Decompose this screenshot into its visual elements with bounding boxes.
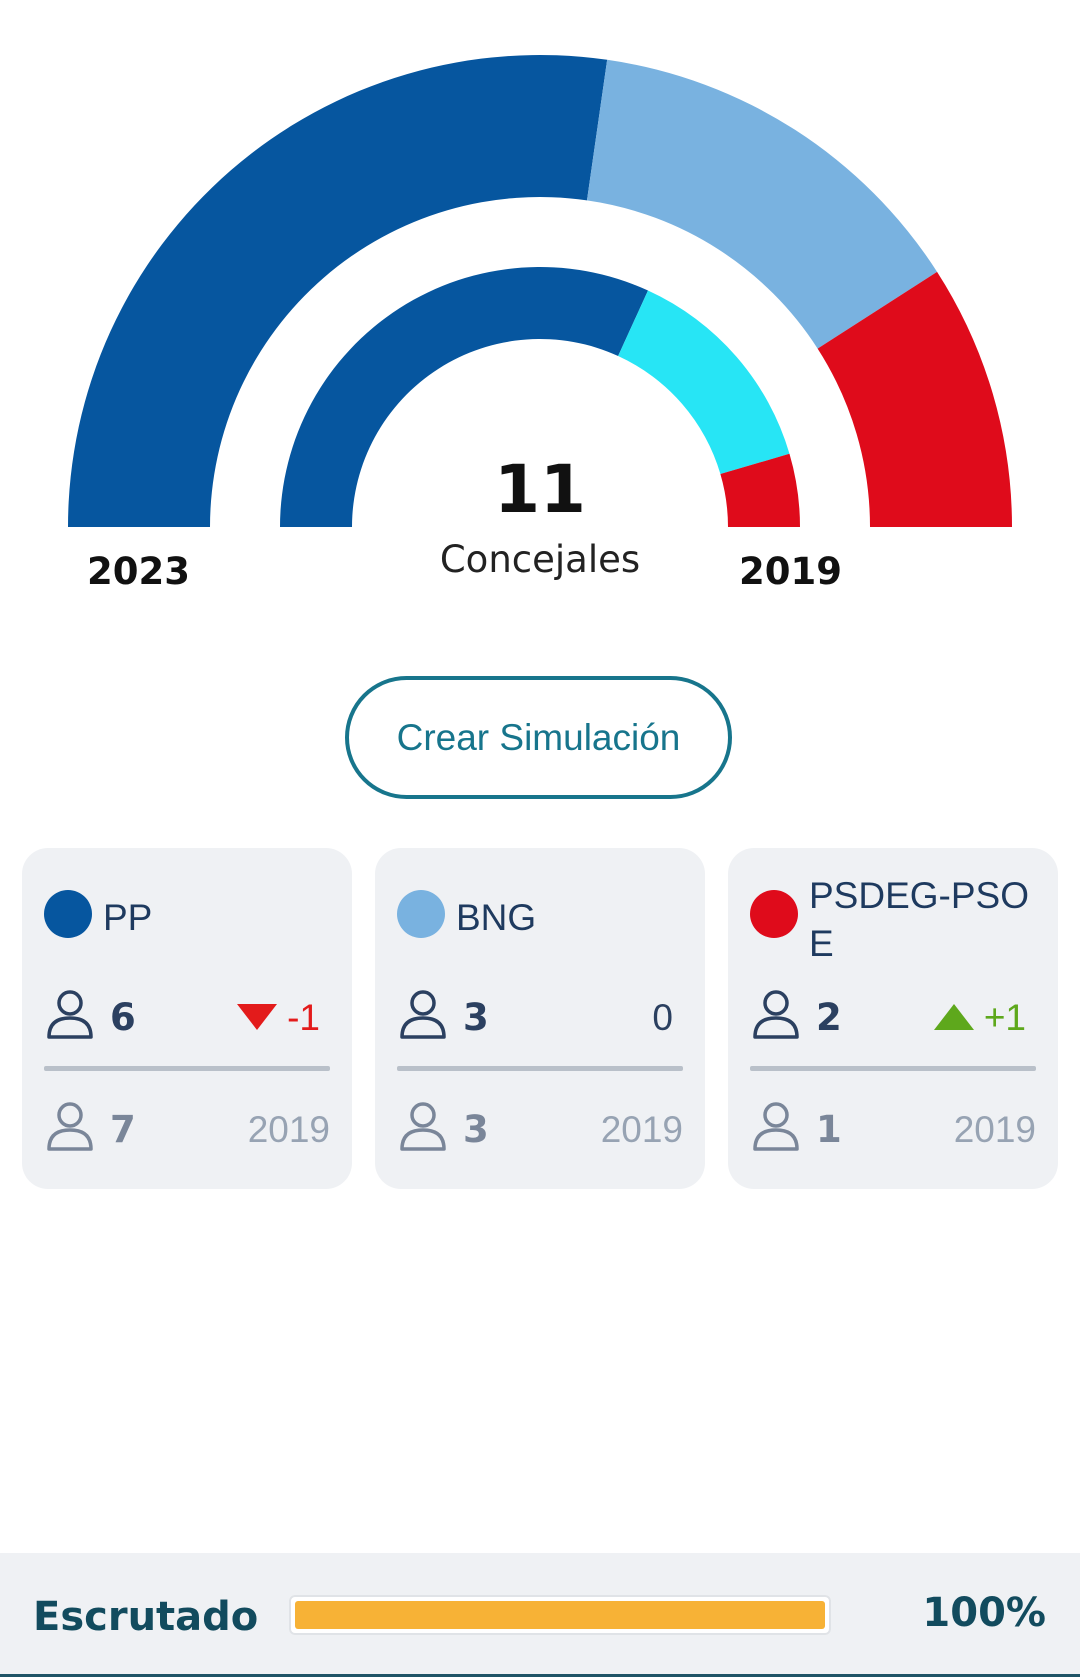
seats-semicircle-chart	[68, 54, 1012, 528]
card-divider	[750, 1066, 1036, 1071]
person-icon	[47, 990, 93, 1039]
change-arrow-icon	[933, 1004, 974, 1030]
change-arrow-icon	[237, 1004, 278, 1030]
previous-year-label: 2019	[953, 1109, 1036, 1150]
party-card-psdeg-psoe[interactable]: PSDEG-PSOE 2 +1 1 2019	[728, 848, 1058, 1189]
previous-year-label: 2019	[600, 1109, 683, 1150]
party-card-bng[interactable]: BNG 3 0 3 2019	[375, 848, 705, 1189]
card-divider	[44, 1066, 330, 1071]
party-card-pp[interactable]: PP 6 -1 7 2019	[22, 848, 352, 1189]
seat-change-value: +1	[983, 997, 1026, 1038]
outer-ring-year-label: 2023	[87, 550, 190, 593]
party-color-dot	[397, 890, 445, 938]
party-name: BNG	[456, 897, 537, 938]
scrutiny-progress-fill	[295, 1601, 825, 1629]
arc-segment-pp-2019	[280, 267, 649, 527]
seat-change: -1	[237, 996, 320, 1040]
scrutiny-label: Escrutado	[33, 1594, 259, 1640]
inner-ring-year-label: 2019	[739, 550, 842, 593]
previous-seats: 3	[463, 1108, 489, 1151]
seat-change: +1	[933, 996, 1026, 1040]
previous-seats: 1	[816, 1108, 842, 1151]
card-divider	[397, 1066, 683, 1071]
previous-seats: 7	[110, 1108, 136, 1151]
arc-segment-bng-2019	[618, 290, 790, 475]
person-icon	[47, 1102, 93, 1151]
scrutiny-percent: 100%	[922, 1590, 1046, 1636]
scrutiny-progress-bar	[289, 1595, 831, 1635]
arc-segment-psdeg-psoe-2023	[817, 271, 1012, 527]
previous-year-label: 2019	[247, 1109, 330, 1150]
person-icon	[753, 1102, 799, 1151]
current-seats: 2	[816, 996, 842, 1039]
current-seats: 6	[110, 996, 136, 1039]
person-icon	[400, 1102, 446, 1151]
total-seats-number: 11	[494, 451, 586, 528]
party-color-dot	[44, 890, 92, 938]
arc-segment-pp-2023	[68, 54, 608, 528]
person-icon	[753, 990, 799, 1039]
party-name: PP	[103, 897, 153, 938]
scrutiny-footer: Escrutado 100%	[0, 1553, 1080, 1677]
seat-change: 0	[652, 996, 673, 1040]
seat-change-value: -1	[287, 997, 320, 1038]
arc-segment-psdeg-psoe-2019	[720, 453, 800, 527]
arc-segment-bng-2023	[586, 59, 938, 349]
footer-divider	[0, 1674, 1080, 1677]
party-name: PSDEG-PSOE	[809, 875, 1029, 964]
seat-change-value: 0	[652, 997, 673, 1038]
party-color-dot	[750, 890, 798, 938]
total-seats-label: Concejales	[439, 538, 641, 581]
create-simulation-button[interactable]: Crear Simulación	[345, 676, 732, 799]
person-icon	[400, 990, 446, 1039]
current-seats: 3	[463, 996, 489, 1039]
